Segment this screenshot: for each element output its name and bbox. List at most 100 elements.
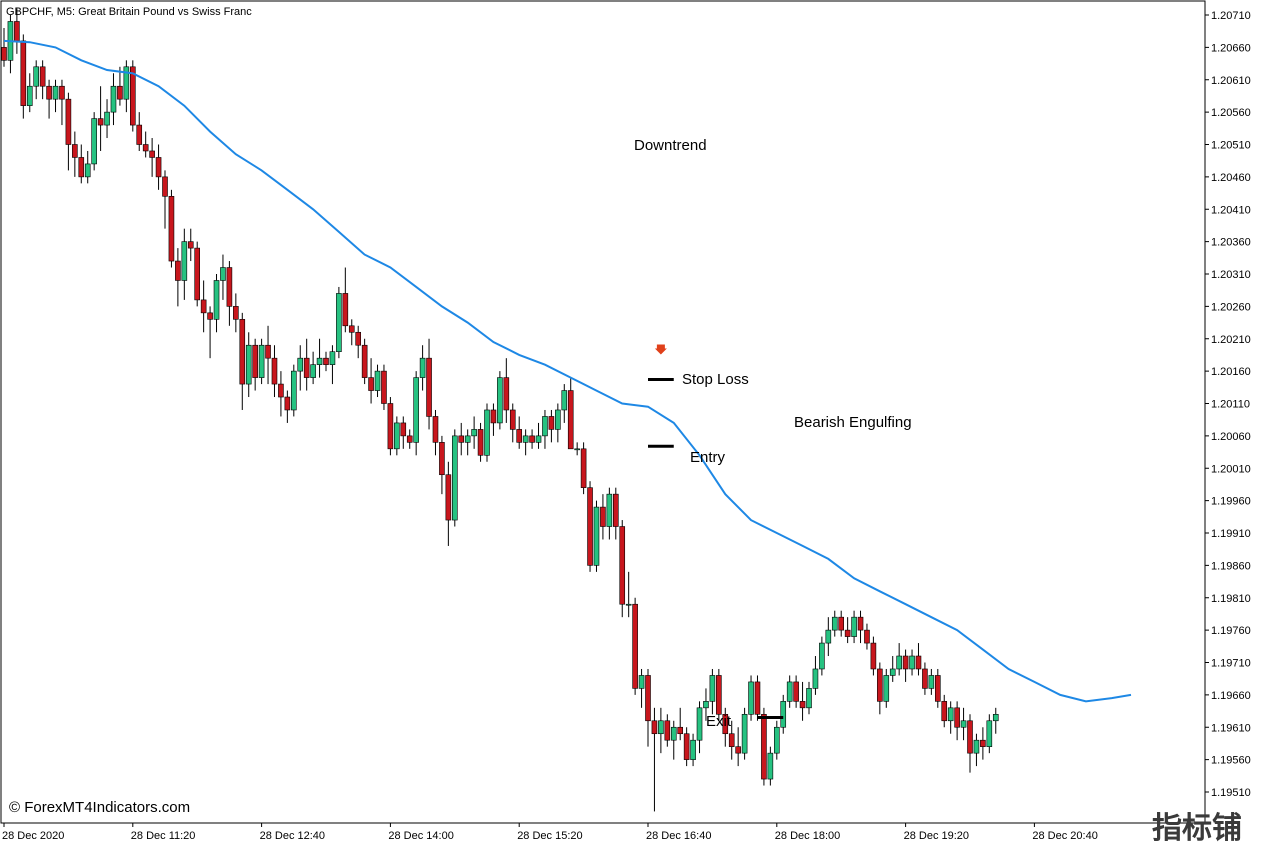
bullish-candle-body: [883, 675, 890, 702]
candle: [168, 189, 175, 268]
bullish-candle-body: [806, 688, 812, 709]
bearish-candle-body: [200, 299, 207, 314]
candle: [934, 668, 941, 708]
candle: [200, 280, 207, 333]
time-tick-label: 28 Dec 11:20: [131, 830, 196, 842]
time-tick-label: 28 Dec 20:40: [1032, 830, 1097, 842]
bearish-candle-body: [59, 85, 65, 100]
time-tick-label: 28 Dec 18:00: [775, 830, 840, 842]
candle: [696, 701, 703, 754]
bearish-candle-body: [458, 435, 465, 443]
price-tick-label: 1.19860: [1211, 560, 1251, 572]
candle: [542, 409, 548, 449]
candle: [864, 623, 870, 650]
candle: [967, 714, 973, 773]
candle: [213, 274, 220, 333]
candle: [252, 338, 258, 391]
time-tick-label: 28 Dec 2020: [2, 830, 64, 842]
time-tick-label: 28 Dec 14:00: [388, 830, 453, 842]
bearish-candle-body: [529, 435, 535, 443]
candle: [220, 254, 226, 300]
bullish-candle-body: [561, 390, 568, 411]
candle: [857, 610, 864, 644]
candle: [722, 707, 729, 747]
bullish-candle-body: [767, 752, 774, 780]
candle: [799, 681, 806, 721]
candle: [909, 649, 915, 676]
time-tick-label: 28 Dec 15:20: [517, 830, 582, 842]
bullish-candle-body: [670, 726, 677, 741]
bearish-candle-body: [716, 675, 722, 715]
bullish-candle-body: [851, 616, 857, 637]
candle: [741, 707, 748, 760]
bullish-candle-body: [992, 713, 999, 722]
price-tick-label: 1.19610: [1211, 722, 1251, 734]
candle: [123, 60, 130, 113]
candle: [716, 668, 722, 721]
candle: [336, 286, 342, 359]
candle: [831, 610, 838, 637]
bullish-candle-body: [786, 681, 793, 702]
bearish-candle-body: [162, 176, 168, 197]
bearish-candle-body: [445, 474, 452, 521]
candle: [84, 150, 91, 184]
bearish-candle-body: [477, 429, 484, 456]
bearish-candle-body: [980, 739, 986, 747]
bearish-candle-body: [922, 668, 928, 689]
candle: [690, 733, 696, 767]
bearish-candle-body: [361, 344, 368, 378]
bullish-candle-body: [297, 357, 304, 372]
bullish-candle-body: [123, 66, 130, 100]
candle: [78, 144, 85, 184]
candle: [600, 494, 606, 540]
candle: [664, 714, 671, 747]
annotation-exit: Exit: [706, 713, 732, 730]
candle: [509, 403, 516, 443]
candle: [104, 99, 110, 139]
candle: [490, 403, 497, 436]
bearish-candle-body: [426, 357, 432, 417]
bearish-candle-body: [406, 435, 413, 443]
bullish-candle-body: [947, 707, 954, 722]
bullish-candle-body: [831, 616, 838, 631]
bearish-candle-body: [175, 260, 181, 281]
candle: [522, 429, 529, 456]
bearish-candle-body: [355, 331, 362, 346]
bearish-candle-body: [651, 720, 658, 735]
candle: [535, 422, 542, 449]
candle: [773, 720, 780, 760]
candle: [754, 675, 761, 721]
bullish-candle-body: [329, 351, 336, 365]
price-tick-label: 1.20060: [1211, 431, 1251, 443]
bearish-candle-body: [503, 377, 510, 411]
bearish-candle-body: [155, 157, 162, 178]
price-tick-label: 1.20410: [1211, 204, 1251, 216]
candle: [889, 656, 896, 682]
bearish-candle-body: [844, 629, 851, 637]
candle: [612, 487, 619, 540]
bearish-candle-body: [516, 429, 523, 443]
candle: [825, 617, 832, 657]
bullish-candle-body: [703, 701, 709, 709]
bearish-candle-body: [342, 293, 349, 327]
candle: [329, 345, 336, 385]
bullish-candle-body: [909, 655, 915, 670]
candle: [587, 481, 593, 572]
bullish-candle-body: [574, 448, 580, 451]
bearish-candle-body: [915, 655, 922, 670]
bullish-candle-body: [773, 726, 780, 754]
bearish-candle-body: [207, 312, 213, 320]
bullish-candle-body: [928, 675, 935, 689]
price-tick-label: 1.19910: [1211, 528, 1251, 540]
candle: [902, 649, 909, 682]
bullish-candle-body: [104, 111, 110, 126]
bullish-candle-body: [741, 713, 748, 754]
candle: [915, 643, 922, 676]
bearish-candle-body: [387, 403, 394, 450]
bearish-candle-body: [432, 416, 439, 443]
candle: [793, 675, 799, 708]
bullish-candle-body: [220, 267, 226, 281]
bearish-candle-body: [239, 319, 246, 385]
price-tick-label: 1.19710: [1211, 658, 1251, 670]
